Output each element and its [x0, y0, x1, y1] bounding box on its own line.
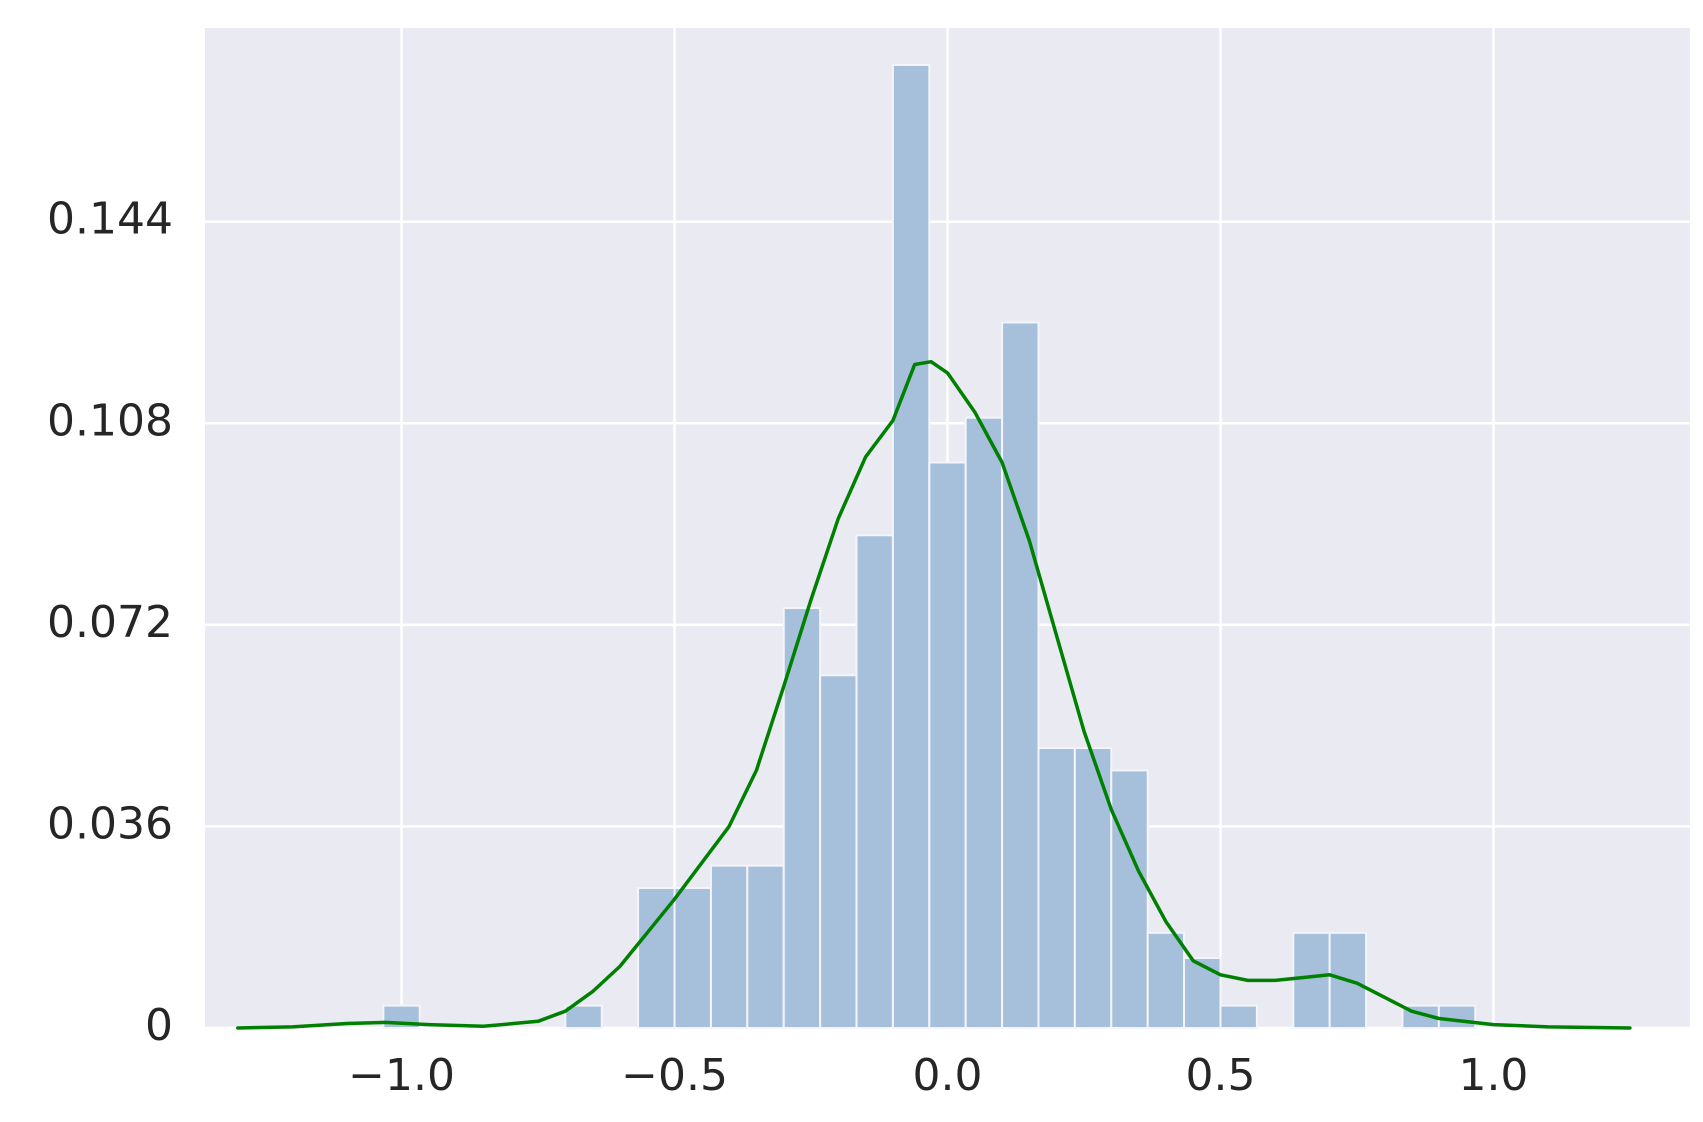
y-tick-labels: 0 0.036 0.072 0.108 0.144	[47, 194, 173, 1051]
histogram-bar	[1037, 747, 1076, 1029]
histogram-bar	[1110, 769, 1149, 1029]
histogram-bar	[709, 864, 749, 1029]
x-gridlines	[400, 28, 1495, 1028]
histogram-bar	[964, 416, 1004, 1030]
histogram-bar	[782, 607, 822, 1029]
histogram-bar	[1146, 931, 1186, 1030]
histogram-bar	[1219, 1004, 1258, 1029]
kde-density-curve	[236, 359, 1632, 1030]
histogram-bar	[855, 534, 894, 1029]
x-tick-labels: −1.0 −0.5 0.0 0.5 1.0	[348, 1050, 1528, 1101]
histogram-bar	[1437, 1004, 1477, 1029]
histogram-bar	[819, 674, 858, 1029]
histogram-bar	[673, 887, 712, 1029]
histogram-bars	[382, 63, 1477, 1030]
x-tick-label: −0.5	[621, 1050, 728, 1101]
histogram-bar	[564, 1004, 603, 1029]
histogram-bar	[1183, 957, 1222, 1029]
y-tick-label: 0.036	[47, 798, 173, 849]
y-tick-label: 0.108	[47, 395, 173, 446]
y-tick-label: 0.144	[47, 194, 173, 245]
x-tick-label: 0.5	[1185, 1050, 1255, 1101]
histogram-bar	[928, 461, 967, 1029]
histogram-bar	[891, 63, 931, 1029]
histogram-bar	[637, 887, 676, 1029]
x-tick-label: 1.0	[1458, 1050, 1528, 1101]
histogram-bar	[1328, 931, 1368, 1030]
x-tick-label: 0.0	[913, 1050, 983, 1101]
y-tick-label: 0.072	[47, 597, 173, 648]
histogram-bar	[1292, 931, 1331, 1030]
x-tick-label: −1.0	[348, 1050, 455, 1101]
histogram-bar	[1001, 321, 1040, 1029]
histogram-bar	[746, 864, 785, 1029]
y-tick-label: 0	[145, 1000, 173, 1051]
